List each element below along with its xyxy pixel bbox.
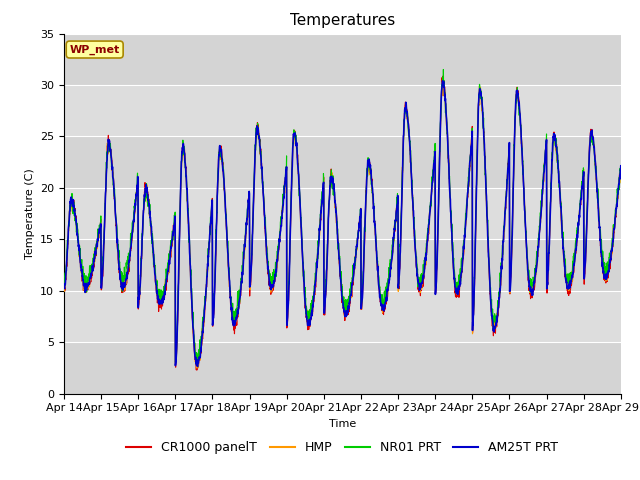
HMP (438, 78, 446, 84)
HMP (371, 223, 379, 228)
AM25T PRT (505, 156, 513, 162)
Bar (64, 136, 621, 188)
AM25T PRT (216, 144, 223, 150)
CR1000 panelT (359, 287, 367, 293)
CR1000 panelT (439, 73, 447, 79)
NR01 PRT (359, 277, 367, 283)
NR01 PRT (584, 197, 591, 203)
Y-axis label: Temperature (C): Temperature (C) (24, 168, 35, 259)
HMP (60, 284, 68, 290)
CR1000 panelT (60, 284, 68, 289)
CR1000 panelT (216, 146, 223, 152)
HMP (505, 150, 513, 156)
AM25T PRT (617, 163, 625, 168)
NR01 PRT (440, 67, 447, 72)
AM25T PRT (60, 285, 68, 290)
Line: AM25T PRT: AM25T PRT (64, 81, 621, 367)
CR1000 panelT (193, 367, 201, 373)
Bar (64, 342, 621, 394)
Text: WP_met: WP_met (70, 44, 120, 55)
CR1000 panelT (505, 155, 513, 161)
NR01 PRT (216, 146, 223, 152)
Line: NR01 PRT: NR01 PRT (64, 70, 621, 365)
Bar (64, 240, 621, 291)
AM25T PRT (439, 78, 447, 84)
Legend: CR1000 panelT, HMP, NR01 PRT, AM25T PRT: CR1000 panelT, HMP, NR01 PRT, AM25T PRT (122, 436, 563, 459)
NR01 PRT (194, 362, 202, 368)
CR1000 panelT (617, 164, 625, 169)
Bar (64, 34, 621, 85)
HMP (194, 365, 202, 371)
Line: HMP: HMP (64, 81, 621, 368)
HMP (617, 167, 625, 172)
HMP (584, 199, 591, 205)
HMP (359, 283, 367, 289)
HMP (568, 268, 576, 274)
AM25T PRT (359, 288, 367, 294)
Line: CR1000 panelT: CR1000 panelT (64, 76, 621, 370)
Title: Temperatures: Temperatures (290, 13, 395, 28)
AM25T PRT (584, 202, 591, 207)
X-axis label: Time: Time (329, 419, 356, 429)
AM25T PRT (371, 223, 379, 228)
HMP (216, 156, 223, 161)
NR01 PRT (60, 270, 68, 276)
NR01 PRT (568, 270, 576, 276)
NR01 PRT (505, 151, 513, 156)
NR01 PRT (617, 164, 625, 170)
AM25T PRT (194, 364, 202, 370)
AM25T PRT (568, 272, 576, 278)
CR1000 panelT (584, 198, 591, 204)
CR1000 panelT (568, 278, 576, 284)
NR01 PRT (371, 222, 379, 228)
CR1000 panelT (371, 218, 379, 224)
